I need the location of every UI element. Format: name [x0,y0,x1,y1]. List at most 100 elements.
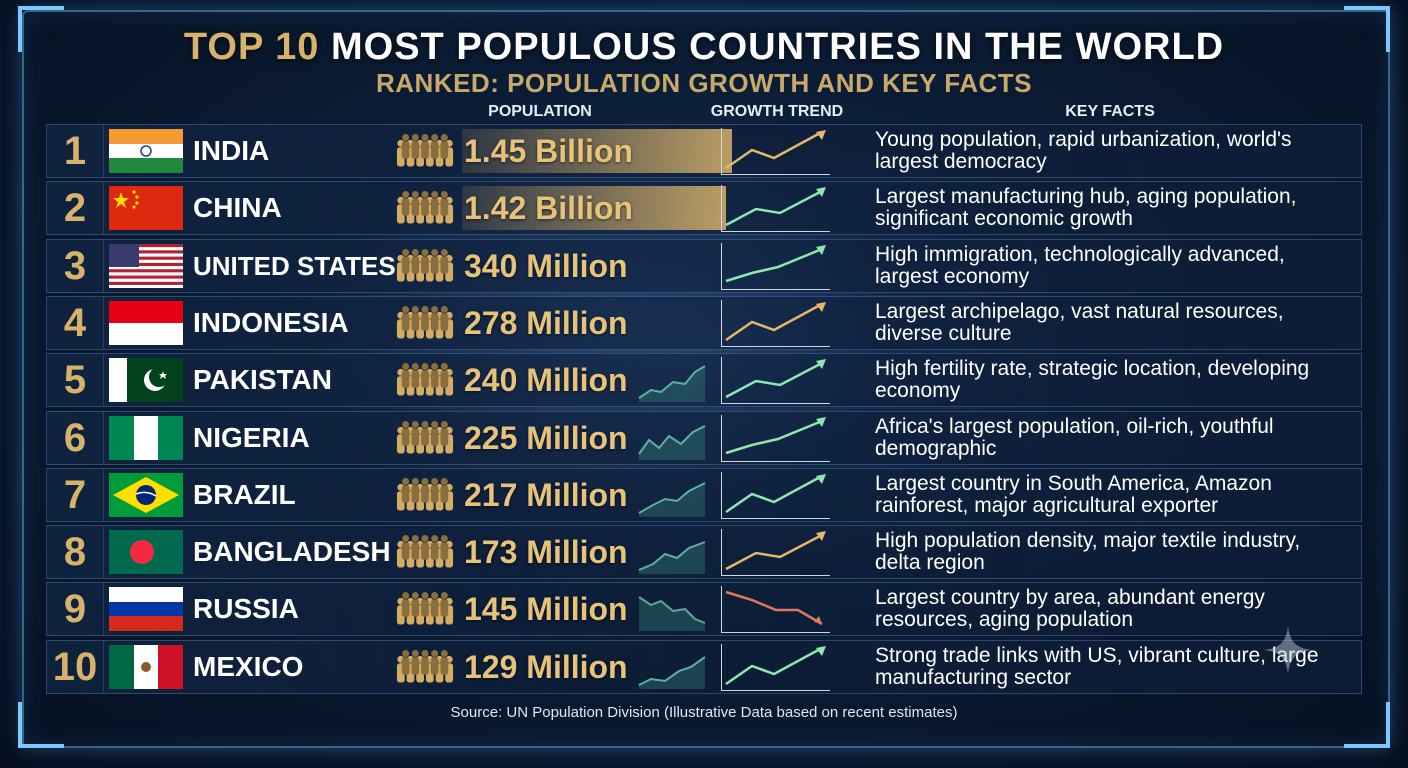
sparkline-chart [638,424,706,460]
sparkline-chart [638,655,706,689]
population-value: 145 Million [464,591,628,628]
column-header-facts: KEY FACTS [1065,103,1155,120]
key-facts: Largest country in South America, Amazon… [875,471,1272,517]
population-value: 129 Million [464,648,628,685]
people-group-icon [395,190,455,230]
growth-trend-chart [721,471,830,519]
population-value: 1.42 Billion [464,190,633,227]
frame-corner [1344,6,1390,52]
country-row: 6 NIGERIA 225 Million Africa's largest p… [46,410,1362,465]
population-value: 217 Million [464,476,628,513]
key-facts: Africa's largest population, oil-rich, y… [875,414,1274,460]
mexico-flag [109,644,183,689]
brazil-flag [109,472,183,517]
country-name: CHINA [193,192,282,224]
people-group-icon [395,649,455,689]
rank-number: 10 [47,640,104,693]
people-group-icon [395,305,455,345]
country-row: 1 INDIA 1.45 Billion Young population, r… [46,124,1362,178]
source-note: Source: UN Population Division (Illustra… [450,704,958,721]
sparkline-chart [638,481,706,517]
country-name: NIGERIA [193,421,310,453]
pakistan-flag [109,358,183,403]
country-row: 7 BRAZIL 217 Million Largest country in … [46,467,1362,522]
panel-frame [22,10,1390,748]
column-header-population: POPULATION [488,103,592,120]
population-bar [462,129,732,173]
frame-corner [18,702,64,748]
rank-number: 3 [47,239,104,292]
country-name: RUSSIA [193,593,299,625]
bangladesh-flag [109,530,183,575]
people-group-icon [395,362,455,402]
country-row: 2 CHINA 1.42 Billion Largest manufacturi… [46,181,1362,236]
key-facts: High fertility rate, strategic location,… [875,357,1310,403]
frame-corner [1344,702,1390,748]
rank-number: 6 [47,411,104,464]
growth-trend-chart [721,128,830,175]
key-facts: Largest country by area, abundant energy… [875,586,1265,632]
country-name: BANGLADESH [193,536,391,568]
country-row: 9 RUSSIA 145 Million Largest country by … [46,582,1362,637]
rank-number: 7 [47,468,104,521]
country-name: BRAZIL [193,478,296,510]
population-value: 278 Million [464,304,628,341]
rank-number: 9 [47,583,104,636]
growth-trend-chart [721,299,830,347]
nigeria-flag [109,415,183,460]
title-rest: MOST POPULOUS COUNTRIES IN THE WORLD [319,26,1225,68]
people-group-icon [395,248,455,288]
population-value: 1.45 Billion [464,133,633,169]
rank-number: 8 [47,526,104,579]
column-header-growth: GROWTH TREND [710,103,844,120]
usa-flag [109,243,183,288]
russia-flag [109,587,183,632]
key-facts: High immigration, technologically advanc… [875,242,1285,288]
population-value: 173 Million [464,534,628,571]
country-row: 3 UNITED STATES 340 Million High immigra… [46,238,1362,293]
growth-trend-chart [721,357,830,405]
growth-trend-chart [721,586,830,634]
title-accent: TOP 10 [183,26,320,68]
india-flag [109,129,183,173]
key-facts: Young population, rapid urbanization, wo… [875,128,1292,173]
country-name: INDONESIA [193,306,349,338]
key-facts: Largest archipelago, vast natural resour… [875,299,1284,345]
country-name: UNITED STATES [193,250,396,281]
rank-number: 1 [47,125,104,177]
key-facts: High population density, major textile i… [875,529,1301,575]
china-flag [109,186,183,231]
indonesia-flag [109,300,183,345]
sparkle-icon [1264,626,1312,674]
country-name: PAKISTAN [193,364,332,396]
country-row: 8 BANGLADESH 173 Million High population… [46,525,1362,580]
people-group-icon [395,477,455,517]
growth-trend-chart [721,185,830,233]
growth-trend-chart [721,414,830,462]
population-value: 340 Million [464,247,628,284]
people-group-icon [395,591,455,631]
population-bar [462,186,726,231]
country-name: MEXICO [193,650,304,682]
growth-trend-chart [721,643,830,691]
sparkline-chart [638,365,706,403]
rank-number: 5 [47,354,104,407]
page-title: TOP 10 MOST POPULOUS COUNTRIES IN THE WO… [0,26,1408,69]
country-row: 5 PAKISTAN 240 Million High fertility ra… [46,353,1362,408]
rank-number: 4 [47,296,104,349]
growth-trend-chart [721,529,830,577]
population-value: 240 Million [464,362,628,399]
people-group-icon [395,420,455,460]
page-subtitle: RANKED: POPULATION GROWTH AND KEY FACTS [375,68,1033,98]
sparkline-chart [638,596,706,632]
country-row: 10 MEXICO 129 Million Strong trade links… [46,639,1362,694]
country-row: 4 INDONESIA 278 Million Largest archipel… [46,295,1362,350]
population-value: 225 Million [464,419,628,456]
growth-trend-chart [721,242,830,290]
sparkline-chart [638,541,706,575]
key-facts: Largest manufacturing hub, aging populat… [875,185,1297,231]
people-group-icon [395,534,455,574]
rank-number: 2 [47,182,104,235]
frame-corner [18,6,64,52]
key-facts: Strong trade links with US, vibrant cult… [875,643,1319,689]
